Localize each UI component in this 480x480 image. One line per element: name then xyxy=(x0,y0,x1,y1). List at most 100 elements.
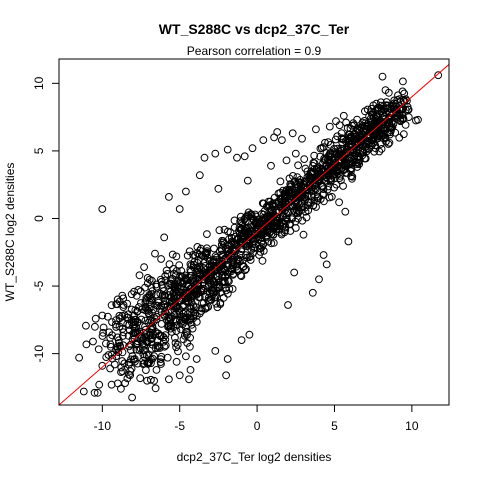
data-point xyxy=(330,183,339,192)
data-point xyxy=(237,336,246,345)
data-point xyxy=(306,174,315,183)
data-point xyxy=(159,337,168,346)
data-point xyxy=(298,206,306,214)
data-point xyxy=(118,291,127,300)
data-point xyxy=(171,339,180,347)
data-point xyxy=(399,115,408,123)
data-point xyxy=(156,358,165,367)
data-point xyxy=(299,202,308,211)
data-point xyxy=(117,363,126,372)
data-point xyxy=(172,303,181,312)
data-point xyxy=(396,114,405,123)
data-point xyxy=(186,260,195,269)
data-point xyxy=(319,251,328,259)
data-point xyxy=(269,239,278,247)
data-point xyxy=(121,379,129,388)
data-point xyxy=(115,322,124,331)
data-point xyxy=(185,288,194,297)
data-point xyxy=(156,332,165,341)
data-point xyxy=(215,269,224,278)
data-point xyxy=(136,287,145,296)
data-point xyxy=(314,167,323,176)
data-point xyxy=(365,138,374,147)
data-point xyxy=(224,247,233,255)
data-point xyxy=(165,260,174,269)
data-point xyxy=(152,290,161,299)
data-point xyxy=(340,144,349,153)
data-point xyxy=(335,198,344,207)
data-point xyxy=(258,225,267,234)
data-point xyxy=(192,355,201,363)
data-point xyxy=(189,311,198,320)
data-point xyxy=(235,227,243,235)
data-point xyxy=(94,345,103,354)
y-axis-label: WT_S288C log2 densities xyxy=(3,163,17,302)
data-point xyxy=(204,283,213,292)
data-point xyxy=(98,361,107,370)
data-point xyxy=(322,260,331,269)
data-point xyxy=(298,134,306,143)
data-point xyxy=(131,329,140,338)
data-point xyxy=(339,153,347,162)
data-point xyxy=(115,339,123,347)
data-point xyxy=(118,367,127,376)
data-point xyxy=(222,262,231,271)
data-point xyxy=(108,354,117,363)
data-point xyxy=(219,238,228,247)
data-point xyxy=(99,328,107,337)
data-point xyxy=(203,247,212,256)
data-point xyxy=(176,318,185,327)
data-point xyxy=(224,227,232,236)
data-point xyxy=(179,335,188,344)
data-point xyxy=(127,290,136,299)
data-point xyxy=(315,275,323,284)
data-point xyxy=(135,346,144,355)
data-point xyxy=(321,138,329,147)
data-point xyxy=(242,224,251,233)
data-point xyxy=(245,330,254,339)
data-point xyxy=(352,158,361,167)
data-point xyxy=(128,352,137,361)
data-point xyxy=(182,187,190,196)
data-point xyxy=(322,177,330,186)
data-point xyxy=(236,217,245,226)
data-point xyxy=(363,131,371,140)
data-point xyxy=(289,206,298,215)
data-point xyxy=(89,337,97,346)
data-point xyxy=(197,307,206,315)
data-point xyxy=(199,268,208,277)
data-point xyxy=(167,328,176,336)
data-point xyxy=(313,164,322,173)
data-point xyxy=(337,153,346,161)
data-point xyxy=(258,256,267,265)
data-point xyxy=(199,284,208,293)
data-point xyxy=(165,193,173,201)
data-point xyxy=(184,298,192,307)
data-point xyxy=(216,300,225,309)
data-point xyxy=(381,134,390,142)
data-point xyxy=(172,252,181,261)
data-point xyxy=(141,304,150,312)
data-point xyxy=(151,327,160,336)
data-point xyxy=(191,288,199,297)
data-point xyxy=(132,291,141,300)
data-point xyxy=(259,240,268,248)
data-point xyxy=(204,293,213,302)
data-point xyxy=(217,240,226,249)
data-point xyxy=(275,225,284,234)
data-point xyxy=(373,132,382,140)
data-point xyxy=(182,352,190,361)
data-point xyxy=(326,141,335,149)
data-point xyxy=(237,237,245,246)
data-point xyxy=(215,259,224,268)
data-point xyxy=(183,251,192,260)
data-point xyxy=(289,172,297,180)
data-point xyxy=(384,104,393,112)
x-tick-label: 0 xyxy=(254,419,261,433)
data-point xyxy=(235,257,244,265)
data-point xyxy=(136,344,145,353)
data-point xyxy=(395,133,404,142)
data-point xyxy=(149,330,158,339)
data-point xyxy=(176,312,185,321)
data-point xyxy=(106,340,115,349)
